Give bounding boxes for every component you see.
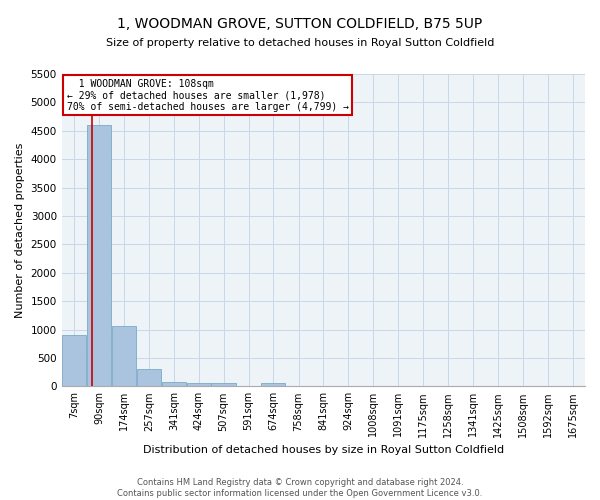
Bar (162, 382, 186, 386)
Y-axis label: Number of detached properties: Number of detached properties (15, 142, 25, 318)
X-axis label: Distribution of detached houses by size in Royal Sutton Coldfield: Distribution of detached houses by size … (143, 445, 504, 455)
Bar (211, 383, 236, 386)
Text: Contains HM Land Registry data © Crown copyright and database right 2024.
Contai: Contains HM Land Registry data © Crown c… (118, 478, 482, 498)
Text: Size of property relative to detached houses in Royal Sutton Coldfield: Size of property relative to detached ho… (106, 38, 494, 48)
Text: 1, WOODMAN GROVE, SUTTON COLDFIELD, B75 5UP: 1, WOODMAN GROVE, SUTTON COLDFIELD, B75 … (118, 18, 482, 32)
Text: 1 WOODMAN GROVE: 108sqm
← 29% of detached houses are smaller (1,978)
70% of semi: 1 WOODMAN GROVE: 108sqm ← 29% of detache… (67, 78, 349, 112)
Bar (62, 335, 86, 386)
Bar (187, 383, 211, 386)
Bar (112, 326, 136, 386)
Bar (87, 125, 111, 386)
Bar (137, 370, 161, 386)
Bar (262, 383, 286, 386)
